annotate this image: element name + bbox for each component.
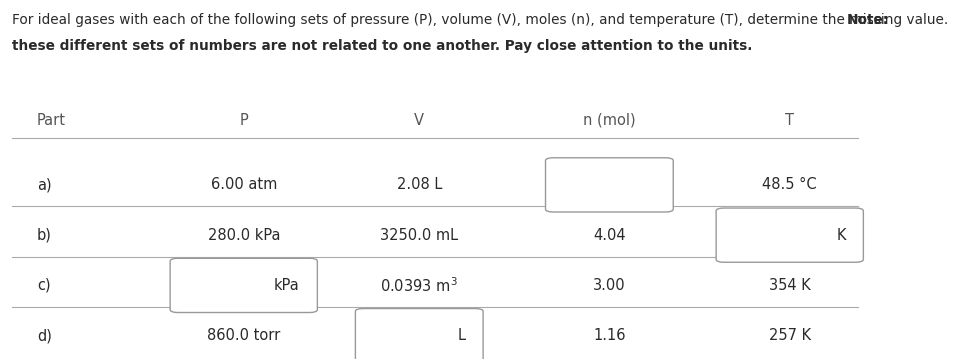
Text: 354 K: 354 K — [769, 278, 810, 293]
FancyBboxPatch shape — [355, 308, 484, 359]
Text: K: K — [837, 228, 845, 243]
Text: Part: Part — [37, 113, 66, 128]
Text: P: P — [240, 113, 248, 128]
Text: 3.00: 3.00 — [593, 278, 626, 293]
Text: Note:: Note: — [846, 13, 888, 27]
Text: 4.04: 4.04 — [593, 228, 626, 243]
Text: T: T — [785, 113, 795, 128]
Text: 3250.0 mL: 3250.0 mL — [380, 228, 458, 243]
Text: L: L — [457, 328, 466, 343]
Text: 257 K: 257 K — [768, 328, 811, 343]
Text: 1.16: 1.16 — [593, 328, 626, 343]
Text: c): c) — [37, 278, 51, 293]
Text: b): b) — [37, 228, 52, 243]
Text: d): d) — [37, 328, 52, 343]
Text: 6.00 atm: 6.00 atm — [211, 177, 277, 192]
Text: 2.08 L: 2.08 L — [397, 177, 442, 192]
FancyBboxPatch shape — [170, 258, 318, 312]
Text: kPa: kPa — [274, 278, 300, 293]
FancyBboxPatch shape — [546, 158, 673, 212]
Text: 48.5 °C: 48.5 °C — [762, 177, 817, 192]
Text: 860.0 torr: 860.0 torr — [207, 328, 281, 343]
Text: For ideal gases with each of the following sets of pressure (P), volume (V), mol: For ideal gases with each of the followi… — [12, 13, 953, 27]
Text: these different sets of numbers are not related to one another. Pay close attent: these different sets of numbers are not … — [12, 39, 752, 53]
Text: $0.0393\ \mathrm{m}^3$: $0.0393\ \mathrm{m}^3$ — [380, 276, 458, 295]
FancyBboxPatch shape — [716, 208, 864, 262]
Text: n (mol): n (mol) — [583, 113, 636, 128]
Text: V: V — [414, 113, 424, 128]
Text: a): a) — [37, 177, 52, 192]
Text: 280.0 kPa: 280.0 kPa — [208, 228, 280, 243]
